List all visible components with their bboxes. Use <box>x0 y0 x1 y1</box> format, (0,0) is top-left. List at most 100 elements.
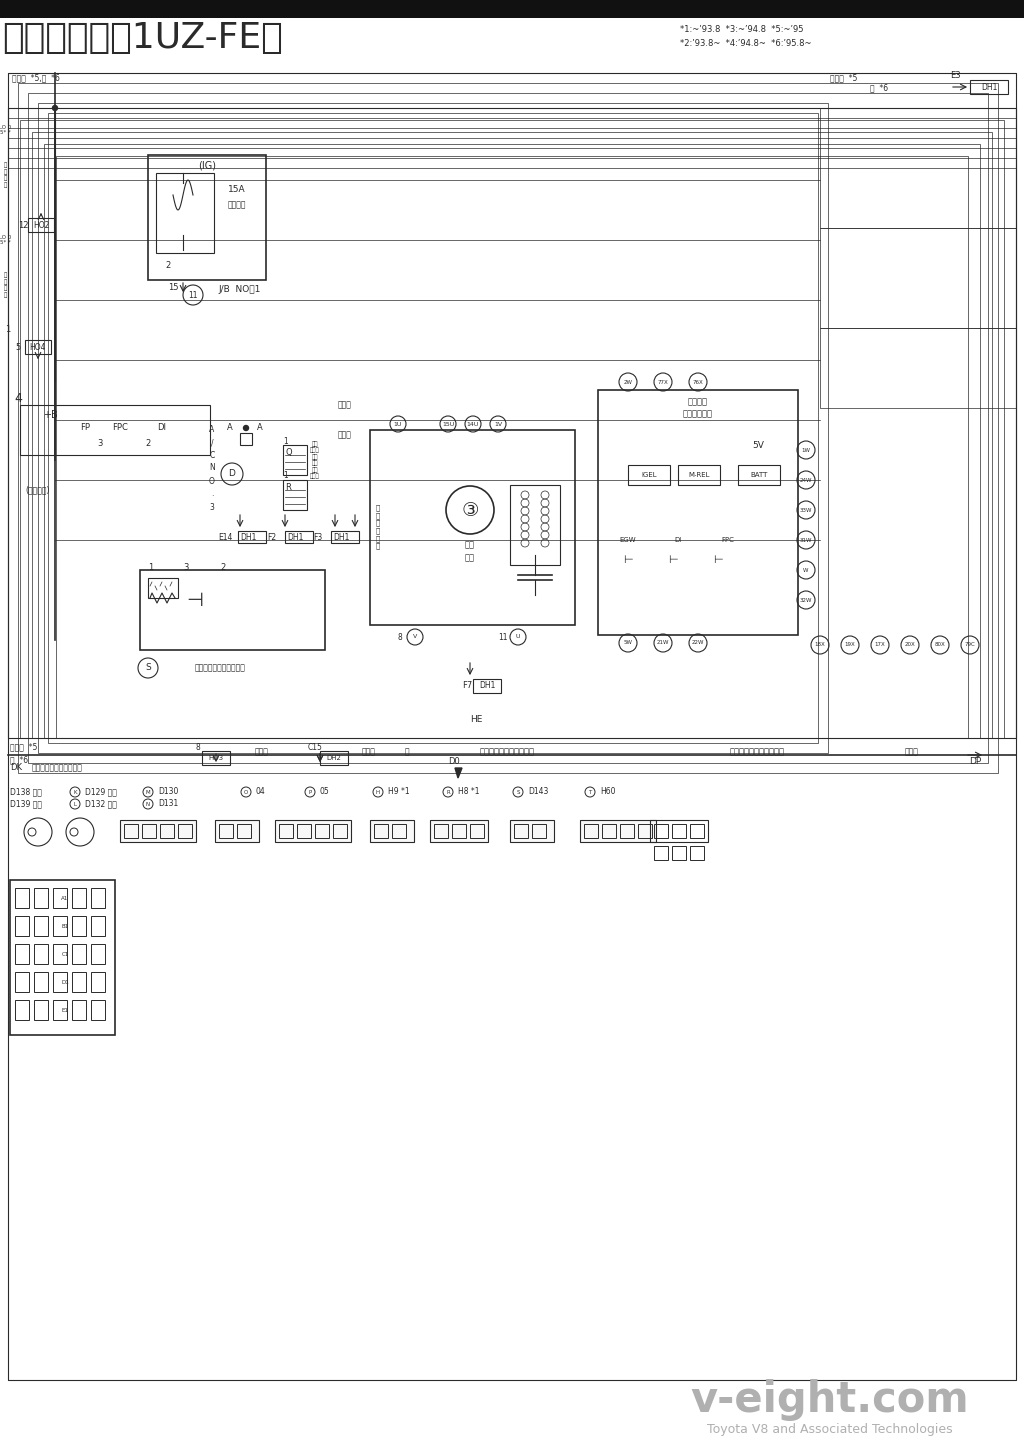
Text: A: A <box>227 423 232 432</box>
Text: N: N <box>209 464 215 472</box>
Text: 2: 2 <box>165 261 171 270</box>
Text: N: N <box>146 801 151 807</box>
Bar <box>0 0 1024 17</box>
Text: 緑一白: 緑一白 <box>362 748 376 756</box>
Text: 05: 05 <box>319 787 330 797</box>
Bar <box>820 227 1016 327</box>
Bar <box>638 824 652 838</box>
Bar <box>275 820 351 842</box>
Text: 3: 3 <box>97 439 102 448</box>
Text: 77X: 77X <box>657 380 669 384</box>
Text: 検
出
開
始: 検 出 開 始 <box>3 162 6 187</box>
Text: 1: 1 <box>5 326 10 335</box>
Bar <box>510 820 554 842</box>
Text: 2: 2 <box>145 439 151 448</box>
Bar <box>25 341 51 354</box>
Text: D1: D1 <box>61 980 69 984</box>
Bar <box>53 888 67 909</box>
Bar <box>91 916 105 936</box>
Bar <box>120 820 196 842</box>
Bar <box>820 327 1016 409</box>
Bar <box>654 846 668 861</box>
Text: 青一黄: 青一黄 <box>338 400 352 410</box>
Text: H: H <box>376 790 380 794</box>
Text: 31W: 31W <box>800 538 812 542</box>
Bar <box>690 846 705 861</box>
Text: J/B  NO．1: J/B NO．1 <box>218 285 260 294</box>
Text: ⊢: ⊢ <box>713 555 723 565</box>
Bar <box>650 820 708 842</box>
Bar <box>620 824 634 838</box>
Bar <box>91 888 105 909</box>
Bar <box>34 1000 48 1020</box>
Bar <box>672 846 686 861</box>
Text: A: A <box>257 423 263 432</box>
Bar <box>470 824 484 838</box>
Text: 18X: 18X <box>815 642 825 648</box>
Text: /: / <box>211 439 213 448</box>
Text: M-REL: M-REL <box>688 472 710 478</box>
Text: HO2: HO2 <box>33 220 49 229</box>
Bar <box>319 751 348 765</box>
Bar <box>532 824 546 838</box>
Bar <box>219 824 233 838</box>
Text: 黒一赤  *5,白  *6: 黒一赤 *5,白 *6 <box>12 74 59 83</box>
Text: ③: ③ <box>461 500 479 520</box>
Bar <box>34 888 48 909</box>
Text: D138 青色: D138 青色 <box>10 787 42 797</box>
Bar <box>72 916 86 936</box>
Text: R: R <box>285 484 291 493</box>
Text: 04: 04 <box>256 787 266 797</box>
Bar <box>510 485 560 565</box>
Text: ⊣: ⊣ <box>186 591 204 610</box>
Text: D139 青色: D139 青色 <box>10 800 42 809</box>
Text: 5V: 5V <box>752 440 764 449</box>
Bar <box>72 1000 86 1020</box>
Bar <box>124 824 138 838</box>
Bar <box>374 824 388 838</box>
Text: 19X: 19X <box>845 642 855 648</box>
Text: 15U: 15U <box>442 422 454 426</box>
Text: B1: B1 <box>61 923 69 929</box>
Bar <box>91 972 105 993</box>
Text: LO 0
5* *: LO 0 5* * <box>0 235 11 245</box>
Bar <box>15 916 29 936</box>
Text: HE: HE <box>470 716 482 724</box>
Bar <box>72 972 86 993</box>
Bar <box>370 430 575 625</box>
Text: 14U: 14U <box>467 422 479 426</box>
Text: 79C: 79C <box>965 642 976 648</box>
Bar <box>202 751 230 765</box>
Bar <box>331 530 359 543</box>
Bar <box>820 109 1016 227</box>
Text: F7: F7 <box>462 681 472 691</box>
Text: 17X: 17X <box>874 642 886 648</box>
Bar <box>48 113 818 743</box>
Text: DH2: DH2 <box>327 755 341 761</box>
Bar <box>148 155 266 280</box>
Text: ⊢: ⊢ <box>668 555 678 565</box>
Text: 1: 1 <box>148 564 154 572</box>
Text: L: L <box>74 801 77 807</box>
Text: ⊢: ⊢ <box>624 555 633 565</box>
Bar <box>430 820 488 842</box>
Bar <box>598 390 798 635</box>
Text: R: R <box>446 790 450 794</box>
Bar <box>392 824 406 838</box>
Text: D129 青色: D129 青色 <box>85 787 117 797</box>
Text: 3: 3 <box>210 503 214 511</box>
Text: 11: 11 <box>498 633 508 642</box>
Bar <box>8 109 1016 738</box>
Text: K: K <box>74 790 77 794</box>
Text: H8 *1: H8 *1 <box>458 787 479 797</box>
Text: v-eight.com: v-eight.com <box>690 1379 970 1421</box>
Text: H60: H60 <box>600 787 615 797</box>
Bar <box>628 465 670 485</box>
Bar <box>148 578 178 598</box>
Text: FP: FP <box>80 423 90 432</box>
Bar <box>738 465 780 485</box>
Text: E3: E3 <box>950 71 961 80</box>
Text: FPC: FPC <box>722 538 734 543</box>
Text: 緑一白: 緑一白 <box>905 748 919 756</box>
Bar <box>72 888 86 909</box>
